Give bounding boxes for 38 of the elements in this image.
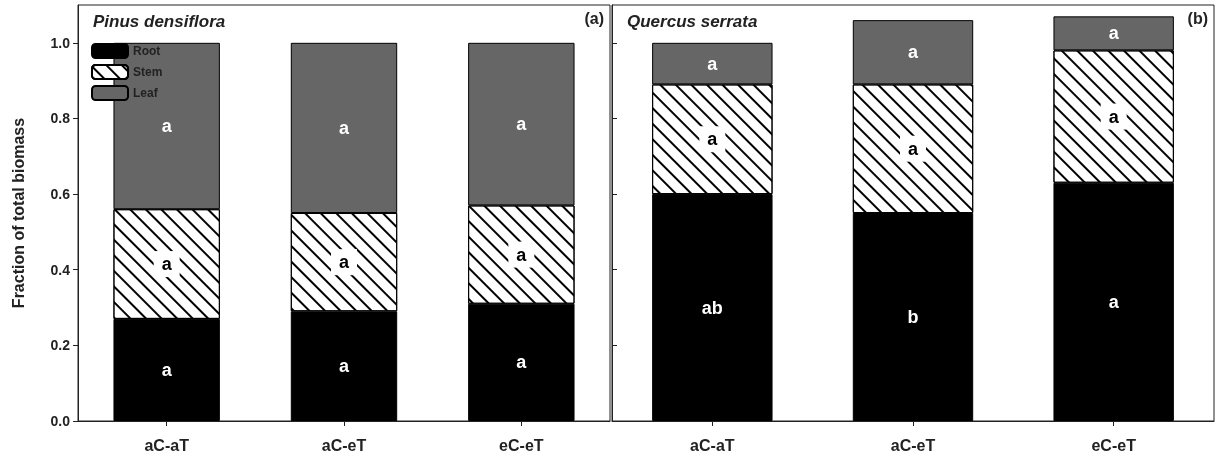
y-tick-label: 0.0 — [50, 413, 71, 429]
annotation: a — [338, 356, 350, 377]
annotation: a — [161, 359, 173, 380]
annotation: ab — [701, 297, 723, 318]
chart-title: Quercus serrata — [627, 12, 758, 31]
y-axis-title: Fraction of total biomass — [9, 117, 27, 309]
annotation: a — [338, 252, 350, 273]
annotation: a — [338, 117, 350, 138]
annotation: a — [707, 53, 719, 74]
y-tick-label: 0.8 — [50, 110, 71, 127]
y-tick-label: 0.4 — [50, 261, 71, 278]
annotation: (b) — [1187, 9, 1209, 27]
x-tick-label: eC-eT — [499, 436, 544, 454]
annotation: a — [161, 116, 173, 137]
annotation: (a) — [584, 9, 605, 27]
y-tick-label: 1.0 — [50, 34, 71, 51]
x-tick-label: aC-aT — [690, 436, 735, 454]
x-tick-label: aC-eT — [890, 436, 936, 454]
legend-label: Stem — [133, 65, 163, 79]
chart-title: Pinus densiflora — [93, 12, 226, 31]
legend-label: Root — [133, 44, 161, 58]
y-tick-label: 0.6 — [50, 186, 71, 203]
annotation: a — [1108, 291, 1120, 312]
annotation: a — [1108, 23, 1120, 44]
annotation: a — [907, 42, 919, 63]
annotation: a — [516, 244, 528, 265]
y-tick-label: 0.2 — [50, 337, 71, 354]
annotation: a — [707, 129, 719, 150]
legend-label: Leaf — [133, 86, 159, 100]
x-tick-label: aC-eT — [321, 436, 367, 454]
annotation: a — [516, 114, 528, 135]
annotation: a — [1108, 106, 1120, 127]
annotation: a — [161, 254, 173, 275]
annotation: b — [907, 307, 919, 327]
x-tick-label: eC-eT — [1091, 436, 1137, 454]
annotation: a — [907, 138, 919, 159]
annotation: a — [516, 352, 528, 373]
x-tick-label: aC-aT — [144, 436, 190, 454]
